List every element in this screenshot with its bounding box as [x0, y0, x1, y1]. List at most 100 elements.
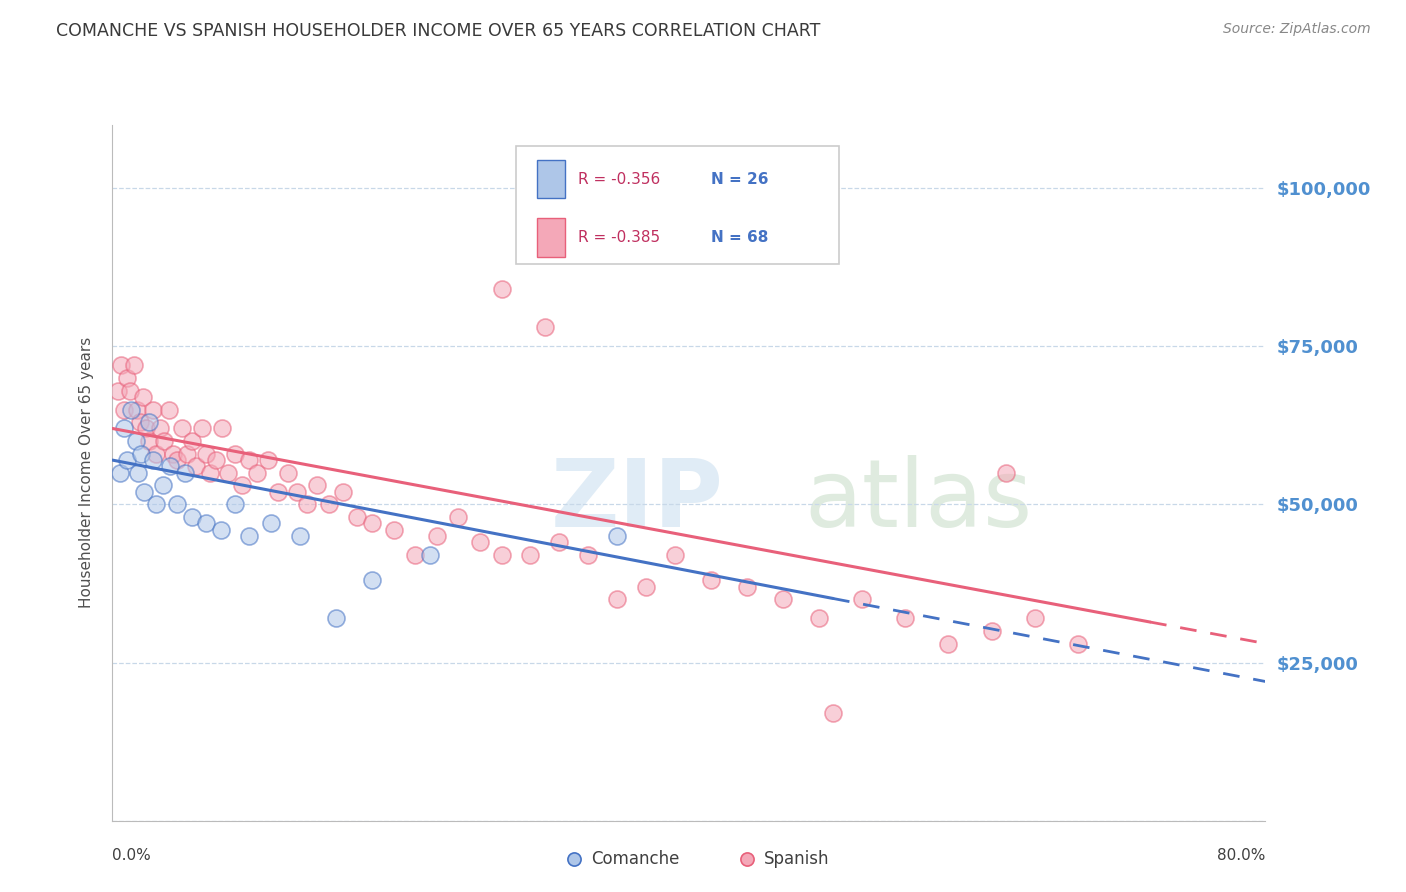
- Point: [821, 706, 844, 720]
- FancyBboxPatch shape: [537, 160, 565, 198]
- Point: [224, 447, 246, 461]
- Point: [118, 384, 141, 398]
- Point: [115, 371, 138, 385]
- Text: N = 68: N = 68: [711, 230, 769, 245]
- Point: [180, 434, 202, 449]
- Text: R = -0.385: R = -0.385: [578, 230, 661, 245]
- Point: [195, 516, 218, 531]
- Point: [107, 384, 129, 398]
- Point: [205, 453, 228, 467]
- Point: [634, 580, 657, 594]
- Point: [894, 814, 917, 828]
- Text: R = -0.356: R = -0.356: [578, 171, 661, 186]
- Point: [127, 466, 149, 480]
- Point: [129, 447, 153, 461]
- Point: [260, 516, 283, 531]
- Point: [491, 282, 513, 296]
- Point: [166, 453, 188, 467]
- Text: N = 26: N = 26: [711, 171, 769, 186]
- Point: [108, 466, 131, 480]
- Point: [404, 548, 426, 562]
- Point: [491, 548, 513, 562]
- Point: [277, 466, 299, 480]
- Text: Source: ZipAtlas.com: Source: ZipAtlas.com: [1223, 22, 1371, 37]
- Point: [699, 574, 721, 588]
- Point: [112, 402, 135, 417]
- Text: Spanish: Spanish: [763, 850, 830, 868]
- Point: [132, 390, 155, 404]
- Point: [678, 814, 700, 828]
- Point: [184, 459, 207, 474]
- Point: [318, 497, 340, 511]
- Point: [166, 497, 188, 511]
- Point: [606, 529, 628, 543]
- Point: [162, 447, 184, 461]
- Point: [145, 497, 167, 511]
- Point: [152, 478, 174, 492]
- Point: [995, 466, 1018, 480]
- Point: [1067, 636, 1090, 650]
- Point: [180, 510, 202, 524]
- Point: [142, 453, 165, 467]
- Point: [533, 320, 555, 334]
- Point: [382, 523, 405, 537]
- Point: [468, 535, 491, 549]
- Point: [145, 447, 167, 461]
- Point: [1024, 611, 1046, 625]
- Text: COMANCHE VS SPANISH HOUSEHOLDER INCOME OVER 65 YEARS CORRELATION CHART: COMANCHE VS SPANISH HOUSEHOLDER INCOME O…: [56, 22, 821, 40]
- Point: [191, 421, 214, 435]
- Point: [285, 484, 308, 499]
- Point: [735, 580, 758, 594]
- Point: [135, 421, 157, 435]
- Point: [110, 358, 132, 372]
- Point: [195, 447, 218, 461]
- Point: [332, 484, 354, 499]
- Point: [245, 466, 267, 480]
- Point: [606, 592, 628, 607]
- Point: [124, 434, 146, 449]
- Point: [122, 358, 145, 372]
- Text: 80.0%: 80.0%: [1218, 848, 1265, 863]
- Point: [426, 529, 449, 543]
- Point: [112, 421, 135, 435]
- Point: [360, 516, 382, 531]
- Text: Comanche: Comanche: [591, 850, 679, 868]
- Point: [894, 611, 917, 625]
- Point: [419, 548, 441, 562]
- Point: [548, 535, 571, 549]
- Point: [295, 497, 318, 511]
- Text: 0.0%: 0.0%: [112, 848, 152, 863]
- Point: [519, 548, 541, 562]
- Point: [138, 415, 160, 429]
- Point: [120, 402, 142, 417]
- Point: [346, 510, 368, 524]
- FancyBboxPatch shape: [516, 145, 839, 264]
- Point: [980, 624, 1002, 638]
- Point: [142, 402, 165, 417]
- Point: [325, 611, 347, 625]
- Point: [576, 548, 599, 562]
- Point: [238, 529, 260, 543]
- Point: [125, 402, 148, 417]
- Y-axis label: Householder Income Over 65 years: Householder Income Over 65 years: [79, 337, 94, 608]
- Point: [447, 510, 470, 524]
- Point: [360, 574, 382, 588]
- Point: [153, 434, 176, 449]
- Point: [200, 466, 222, 480]
- Point: [664, 548, 686, 562]
- Point: [217, 466, 239, 480]
- Point: [288, 529, 311, 543]
- Point: [851, 592, 873, 607]
- Point: [211, 421, 233, 435]
- Point: [115, 453, 138, 467]
- Point: [134, 484, 156, 499]
- Point: [159, 459, 181, 474]
- Point: [128, 415, 150, 429]
- Point: [772, 592, 794, 607]
- Point: [157, 402, 180, 417]
- Point: [149, 421, 172, 435]
- Text: ZIP: ZIP: [551, 455, 724, 547]
- Point: [224, 497, 246, 511]
- Point: [173, 466, 195, 480]
- Point: [231, 478, 253, 492]
